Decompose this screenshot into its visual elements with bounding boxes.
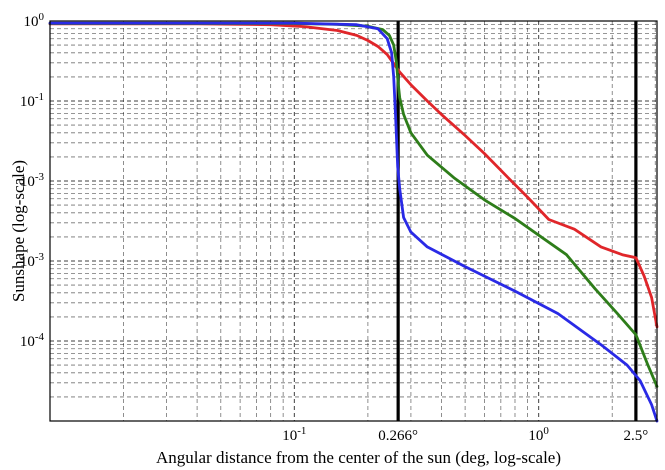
plot-frame [49, 20, 658, 422]
x-axis-title: Angular distance from the center of the … [156, 448, 561, 467]
x-tick-label: 100 [528, 425, 549, 444]
x-tick-label: 2.5° [624, 428, 649, 444]
series-line-1 [48, 22, 659, 329]
x-tick-label: 10-1 [282, 425, 306, 444]
y-axis-title: Sunshape (log-scale) [9, 160, 28, 302]
series-group [48, 21, 659, 423]
y-tick-label: 100 [24, 11, 45, 30]
y-tick-label: 10-3 [20, 171, 45, 190]
grid [49, 20, 657, 422]
y-tick-label: 10-3 [20, 251, 45, 270]
tick-labels: 10-1 0.266° 100 2.5° 100 10-1 10-3 10-3 10-4 [20, 11, 648, 444]
series-line-3 [48, 21, 659, 423]
y-tick-label: 10-4 [20, 331, 45, 350]
y-tick-label: 10-1 [20, 91, 44, 110]
x-tick-label: 0.266° [378, 428, 418, 444]
